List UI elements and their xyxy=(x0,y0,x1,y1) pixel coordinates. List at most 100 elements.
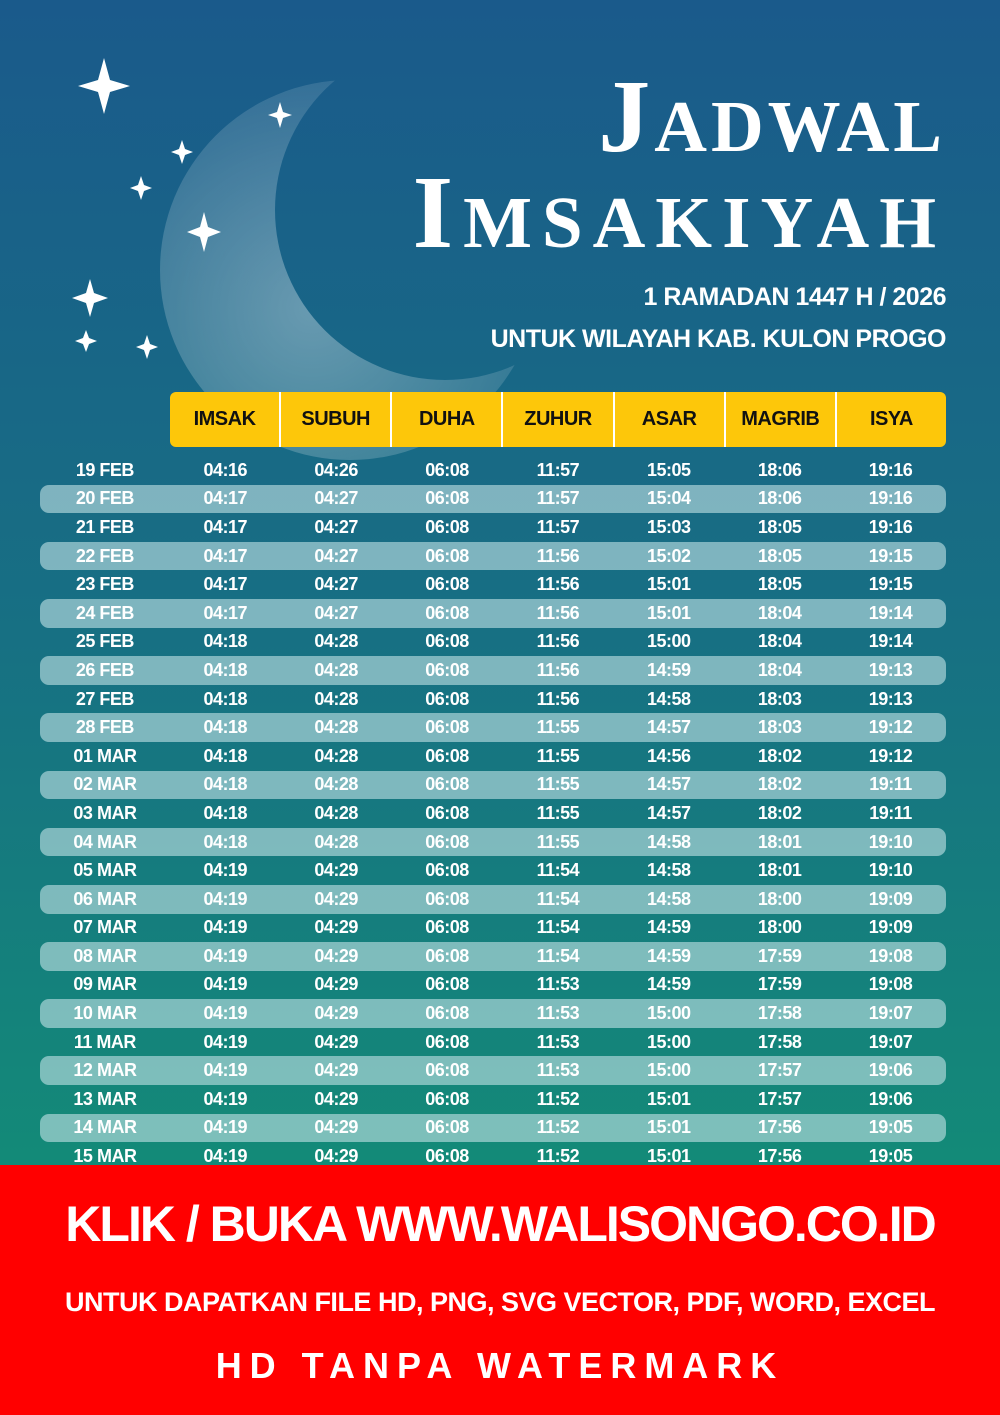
star-icon xyxy=(268,102,292,128)
time-cell: 06:08 xyxy=(392,1117,503,1138)
cell-text: 18:02 xyxy=(757,802,802,823)
time-cell: 04:27 xyxy=(281,603,392,624)
date-cell: 12 MAR xyxy=(40,1060,170,1081)
cell-text: 04:29 xyxy=(314,1003,358,1024)
cell-text: 06:08 xyxy=(425,717,469,738)
cell-text: 19:14 xyxy=(868,602,913,623)
cell-text: 05 MAR xyxy=(73,860,137,881)
time-cell: 18:06 xyxy=(724,488,835,509)
time-cell: 04:18 xyxy=(170,689,281,710)
time-cell: 11:54 xyxy=(502,860,613,881)
time-cell: 04:19 xyxy=(170,1003,281,1024)
cell-text: 11:56 xyxy=(536,545,580,566)
cell-text: 18:03 xyxy=(757,717,802,738)
cell-text: 14:57 xyxy=(647,774,691,795)
time-cell: 04:19 xyxy=(170,1060,281,1081)
cell-text: 19:07 xyxy=(868,1031,913,1052)
cell-text: 06:08 xyxy=(425,745,469,766)
cell-text: 04:28 xyxy=(314,802,358,823)
date-cell: 11 MAR xyxy=(40,1032,170,1053)
time-cell: 18:00 xyxy=(724,917,835,938)
cell-text: 18:04 xyxy=(757,659,802,680)
column-header-duha: DUHA xyxy=(392,392,504,447)
cell-text: 06:08 xyxy=(425,1117,469,1138)
cell-text: 22 FEB xyxy=(75,545,135,566)
time-cell: 06:08 xyxy=(392,774,503,795)
cell-text: 04:27 xyxy=(314,488,358,509)
cell-text: 04:19 xyxy=(203,945,248,966)
cell-text: 14:59 xyxy=(647,659,691,680)
time-cell: 19:11 xyxy=(835,774,946,795)
cell-text: 15:02 xyxy=(647,545,691,566)
cell-text: 06:08 xyxy=(425,945,469,966)
table-row: 28 FEB 04:18 04:28 06:08 11:55 14:57 18:03 19:1… xyxy=(40,713,946,742)
cell-text: 19:05 xyxy=(868,1146,913,1167)
cell-text: 11:56 xyxy=(536,659,580,680)
time-cell: 17:57 xyxy=(724,1060,835,1081)
cell-text: 18:02 xyxy=(757,774,802,795)
table-row: 01 MAR 04:18 04:28 06:08 11:55 14:56 18:02 19:1… xyxy=(40,742,946,771)
time-cell: 19:10 xyxy=(835,860,946,881)
time-cell: 17:59 xyxy=(724,946,835,967)
date-cell: 10 MAR xyxy=(40,1003,170,1024)
cell-text: 06:08 xyxy=(425,688,469,709)
cell-text: 19:08 xyxy=(868,945,913,966)
column-header-label: SUBUH xyxy=(301,408,371,430)
banner-link-text[interactable]: KLIK / BUKA WWW.WALISONGO.CO.ID xyxy=(65,1196,936,1252)
time-cell: 04:29 xyxy=(281,860,392,881)
cell-text: 06:08 xyxy=(425,659,469,680)
cell-text: 04:29 xyxy=(314,917,358,938)
date-cell: 03 MAR xyxy=(40,803,170,824)
cell-text: 19 FEB xyxy=(75,459,135,480)
cell-text: 04:28 xyxy=(314,688,358,709)
cell-text: 14:58 xyxy=(647,888,691,909)
cell-text: 06:08 xyxy=(425,574,469,595)
table-row: 07 MAR 04:19 04:29 06:08 11:54 14:59 18:00 19:0… xyxy=(40,914,946,943)
cell-text: 07 MAR xyxy=(73,917,137,938)
time-cell: 19:15 xyxy=(835,574,946,595)
cell-text: 04:29 xyxy=(314,1117,358,1138)
cell-text: 06:08 xyxy=(425,631,469,652)
cell-text: 06:08 xyxy=(425,774,469,795)
cell-text: 27 FEB xyxy=(75,688,135,709)
cell-text: 04:28 xyxy=(314,831,358,852)
cell-text: 19:15 xyxy=(868,574,913,595)
date-cell: 20 FEB xyxy=(40,488,170,509)
cell-text: 04:18 xyxy=(203,745,248,766)
cell-text: 06:08 xyxy=(425,516,469,537)
cell-text: 12 MAR xyxy=(73,1060,137,1081)
cell-text: 17:58 xyxy=(757,1003,802,1024)
time-cell: 06:08 xyxy=(392,1089,503,1110)
cell-text: 14:58 xyxy=(647,860,691,881)
time-cell: 11:54 xyxy=(502,917,613,938)
time-cell: 11:53 xyxy=(502,1003,613,1024)
time-cell: 19:12 xyxy=(835,717,946,738)
cell-text: 15:00 xyxy=(647,1003,691,1024)
time-cell: 11:56 xyxy=(502,689,613,710)
date-cell: 14 MAR xyxy=(40,1117,170,1138)
table-row: 21 FEB 04:17 04:27 06:08 11:57 15:03 18:05 19:1… xyxy=(40,513,946,542)
time-cell: 17:58 xyxy=(724,1032,835,1053)
cell-text: 04:29 xyxy=(314,1060,358,1081)
time-cell: 04:29 xyxy=(281,917,392,938)
time-cell: 11:56 xyxy=(502,660,613,681)
date-cell: 09 MAR xyxy=(40,974,170,995)
time-cell: 15:05 xyxy=(613,460,724,481)
cell-text: 04:28 xyxy=(314,631,358,652)
time-cell: 06:08 xyxy=(392,860,503,881)
cell-text: 19:11 xyxy=(869,802,912,823)
time-cell: 11:52 xyxy=(502,1146,613,1167)
time-cell: 15:01 xyxy=(613,1146,724,1167)
time-cell: 06:08 xyxy=(392,717,503,738)
cell-text: 14:59 xyxy=(647,945,691,966)
cell-text: 04 MAR xyxy=(73,831,137,852)
time-cell: 04:29 xyxy=(281,946,392,967)
time-cell: 19:13 xyxy=(835,660,946,681)
time-cell: 11:54 xyxy=(502,889,613,910)
table-row: 19 FEB 04:16 04:26 06:08 11:57 15:05 18:06 19:1… xyxy=(40,456,946,485)
time-cell: 15:00 xyxy=(613,1032,724,1053)
time-cell: 19:16 xyxy=(835,460,946,481)
cell-text: 11:56 xyxy=(536,688,580,709)
time-cell: 06:08 xyxy=(392,946,503,967)
time-cell: 04:29 xyxy=(281,1146,392,1167)
